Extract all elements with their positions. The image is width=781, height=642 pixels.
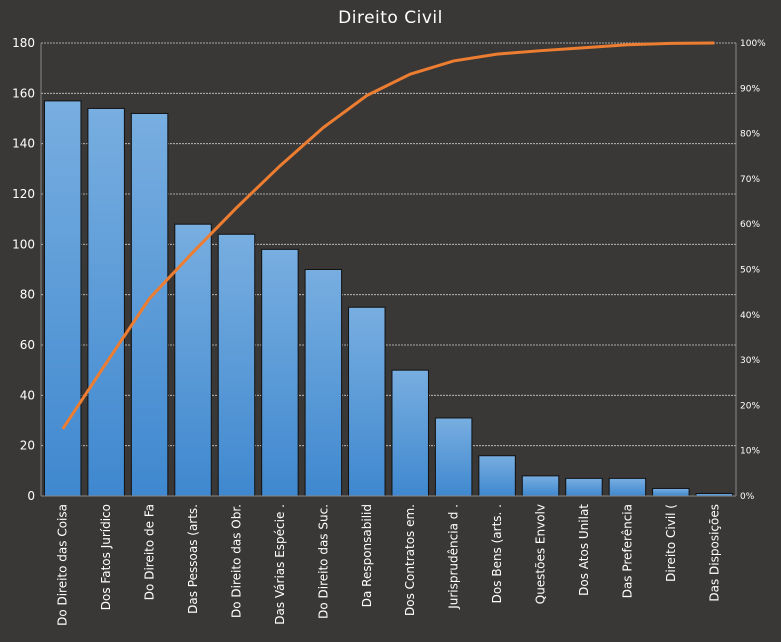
x-tick-label: Dos Contratos em. — [403, 504, 417, 616]
bar — [478, 455, 516, 497]
bar — [608, 477, 647, 497]
bar — [261, 248, 299, 497]
y-tick-label: 100 — [12, 237, 35, 251]
x-tick-label: Da Responsabilid — [360, 504, 374, 607]
y2-tick-label: 70% — [740, 175, 760, 185]
y2-tick-label: 40% — [740, 311, 760, 321]
bar — [652, 487, 690, 497]
cumulative-line — [61, 41, 715, 430]
chart-title: Direito Civil — [338, 8, 443, 28]
x-tick-label: Dos Atos Unilat — [577, 504, 591, 596]
bar — [217, 233, 256, 497]
y2-tick-label: 80% — [740, 130, 760, 140]
y-tick-label: 120 — [12, 187, 35, 201]
y-tick-label: 160 — [12, 86, 35, 100]
y2-tick-label: 10% — [740, 447, 760, 457]
bar — [434, 417, 473, 497]
x-tick-label: Dos Fatos Jurídico — [99, 504, 113, 610]
y2-tick-label: 30% — [740, 356, 760, 366]
y-tick-label: 40 — [20, 388, 35, 402]
bar — [43, 100, 82, 497]
x-tick-label: Direito Civil ( — [664, 504, 678, 582]
x-tick-label: Das Pessoas (arts. — [186, 504, 200, 614]
y2-tick-label: 100% — [740, 39, 766, 49]
bar — [391, 369, 429, 497]
x-tick-label: Do Direito de Fa — [143, 504, 157, 600]
bar — [130, 112, 169, 497]
y-tick-label: 0 — [27, 489, 35, 503]
y2-tick-label: 50% — [740, 266, 760, 276]
x-tick-label: Jurisprudência d . — [447, 504, 461, 610]
x-tick-label: Das Disposições — [707, 504, 721, 602]
bar — [304, 269, 343, 497]
y-tick-label: 140 — [12, 137, 35, 151]
bar — [348, 306, 386, 497]
x-tick-label: Do Direito das Obr. — [229, 504, 243, 618]
x-tick-label: Do Direito das Coisa — [56, 504, 70, 626]
bar — [565, 477, 603, 497]
x-tick-label: Dos Bens (arts. . — [490, 504, 504, 603]
y2-tick-label: 60% — [740, 220, 760, 230]
bar — [87, 107, 125, 497]
x-tick-label: Das Várias Espécie . — [273, 504, 287, 625]
bar — [521, 475, 560, 497]
y-tick-label: 180 — [12, 36, 35, 50]
y2-tick-label: 20% — [740, 401, 760, 411]
y2-tick-label: 0% — [740, 492, 755, 502]
y2-tick-label: 90% — [740, 84, 760, 94]
y-tick-label: 20 — [20, 439, 35, 453]
y-tick-label: 60 — [20, 338, 35, 352]
x-tick-label: Das Preferência — [620, 504, 634, 598]
x-tick-label: Do Direito das Suc. — [316, 504, 330, 619]
y-tick-label: 80 — [20, 288, 35, 302]
x-tick-label: Questões Envolv — [534, 504, 548, 604]
